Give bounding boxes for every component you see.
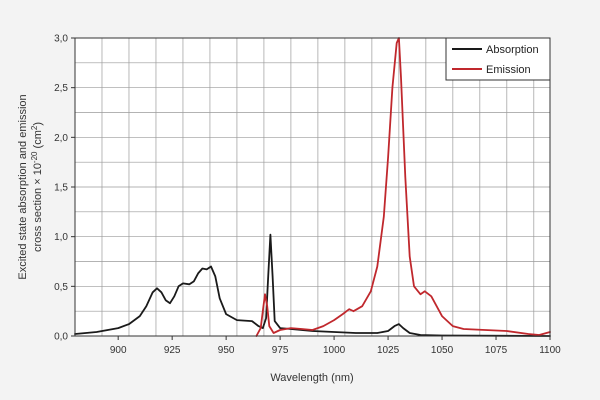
x-tick-label: 925 bbox=[164, 345, 181, 356]
y-tick-label: 3,0 bbox=[54, 34, 68, 45]
x-tick-label: 1050 bbox=[431, 345, 454, 356]
y-tick-label: 0,0 bbox=[54, 332, 68, 343]
x-axis-title: Wavelength (nm) bbox=[270, 372, 353, 384]
x-tick-label: 975 bbox=[272, 345, 289, 356]
x-tick-label: 950 bbox=[218, 345, 235, 356]
y-axis-title-close: ) bbox=[32, 122, 44, 126]
legend-box bbox=[445, 37, 551, 81]
x-tick-label: 1075 bbox=[485, 345, 508, 356]
y-tick-label: 1,0 bbox=[54, 232, 68, 243]
x-tick-label: 1000 bbox=[323, 345, 346, 356]
y-axis-title-unit-exponent: 2 bbox=[30, 125, 39, 130]
y-axis-ticks: 0,0 0,5 1,0 1,5 2,0 2,5 3,0 bbox=[54, 34, 75, 343]
y-axis-title-prefix: cross section × 10 bbox=[32, 163, 44, 252]
x-tick-label: 900 bbox=[110, 345, 127, 356]
y-axis-title-line1: Excited state absorption and emission bbox=[17, 94, 29, 279]
y-axis-title: Excited state absorption and emission cr… bbox=[17, 94, 44, 279]
x-tick-label: 1025 bbox=[377, 345, 400, 356]
y-tick-label: 1,5 bbox=[54, 183, 68, 194]
x-axis-ticks: 900 925 950 975 1000 1025 1050 1075 1100 bbox=[110, 336, 561, 356]
y-tick-label: 0,5 bbox=[54, 282, 68, 293]
y-axis-title-exponent: -20 bbox=[30, 151, 39, 163]
x-tick-label: 1100 bbox=[539, 345, 561, 356]
legend-label-emission: Emission bbox=[486, 64, 531, 76]
y-axis-title-unit: (cm bbox=[32, 130, 44, 151]
y-tick-label: 2,5 bbox=[54, 83, 68, 94]
series-line-absorption bbox=[74, 233, 551, 337]
y-tick-label: 2,0 bbox=[54, 133, 68, 144]
y-axis-title-line2: cross section × 10-20 (cm2) bbox=[30, 122, 44, 252]
series-layer bbox=[74, 37, 551, 337]
legend: Absorption Emission bbox=[445, 37, 551, 81]
series-line-emission bbox=[255, 37, 551, 337]
legend-label-absorption: Absorption bbox=[486, 44, 539, 56]
